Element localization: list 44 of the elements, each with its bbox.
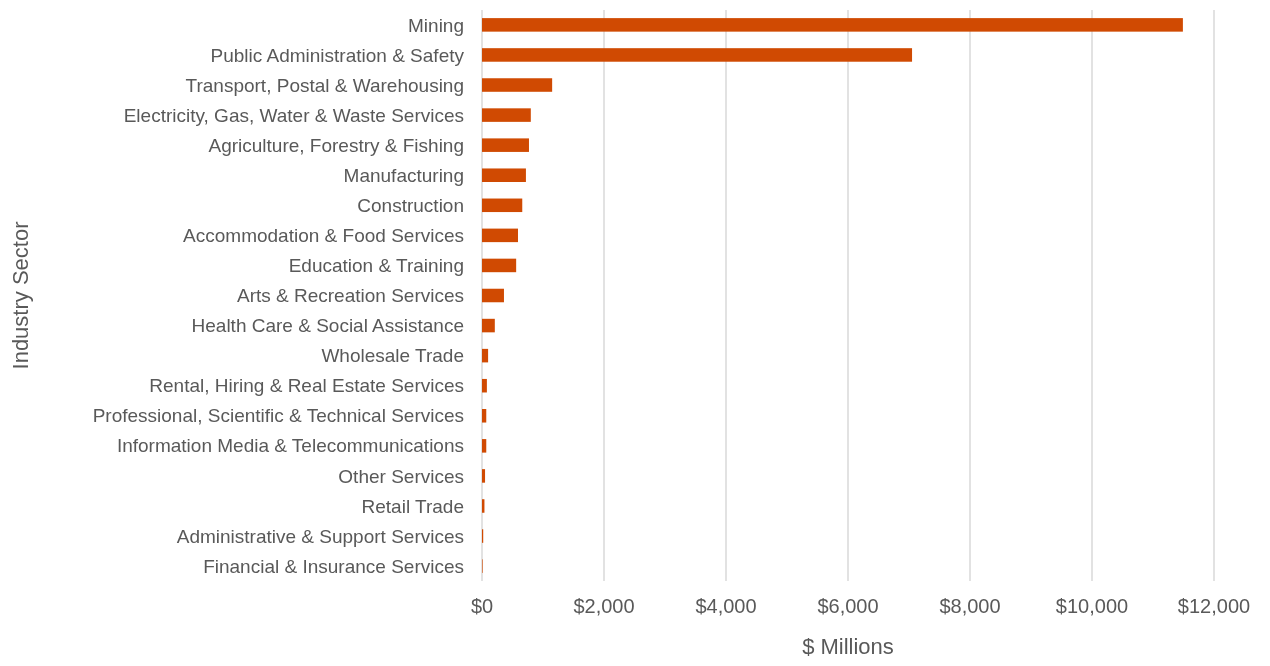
bar	[482, 348, 489, 363]
y-tick-label: Administrative & Support Services	[176, 525, 464, 547]
x-tick-label: $8,000	[939, 595, 1001, 617]
y-tick-label: Arts & Recreation Services	[236, 285, 464, 307]
y-tick-label: Financial & Insurance Services	[203, 555, 464, 577]
bar	[482, 138, 529, 152]
y-tick-label: Education & Training	[288, 255, 464, 277]
x-tick-label: $6,000	[817, 595, 879, 617]
y-tick-label: Professional, Scientific & Technical Services	[92, 405, 464, 427]
bar	[482, 318, 495, 333]
x-tick-label: $10,000	[1055, 595, 1129, 617]
y-tick-label: Retail Trade	[361, 495, 464, 517]
bar	[482, 258, 517, 273]
x-axis-title: $ Millions	[802, 634, 894, 659]
y-tick-label: Mining	[408, 14, 464, 36]
x-tick-label: $2,000	[573, 595, 635, 617]
bar	[482, 228, 518, 243]
bar	[482, 168, 526, 182]
bar	[482, 198, 523, 213]
bar	[482, 378, 487, 393]
y-tick-label: Health Care & Social Assistance	[191, 315, 464, 337]
y-tick-label: Wholesale Trade	[321, 345, 464, 367]
x-tick-label: $4,000	[695, 595, 757, 617]
bar	[482, 439, 487, 453]
bar	[482, 108, 531, 122]
bar	[482, 78, 553, 92]
y-tick-label: Manufacturing	[343, 164, 464, 186]
bar	[482, 288, 504, 303]
y-tick-label: Information Media & Telecommunications	[116, 435, 464, 457]
y-tick-label: Public Administration & Safety	[210, 44, 465, 66]
y-tick-label: Transport, Postal & Warehousing	[185, 74, 464, 96]
y-tick-label: Construction	[357, 194, 464, 216]
bar	[482, 48, 913, 62]
y-axis-title: Industry Sector	[8, 221, 33, 370]
y-tick-label: Accommodation & Food Services	[183, 225, 464, 247]
y-tick-label: Agriculture, Forestry & Fishing	[208, 134, 464, 156]
y-tick-label: Rental, Hiring & Real Estate Services	[149, 375, 464, 397]
x-tick-label: $12,000	[1177, 595, 1251, 617]
bar	[482, 469, 486, 483]
bar	[482, 409, 487, 423]
x-tick-label: $0	[470, 595, 494, 617]
bar	[482, 18, 1183, 32]
y-tick-label: Electricity, Gas, Water & Waste Services	[123, 104, 464, 126]
y-tick-label: Other Services	[338, 465, 464, 487]
